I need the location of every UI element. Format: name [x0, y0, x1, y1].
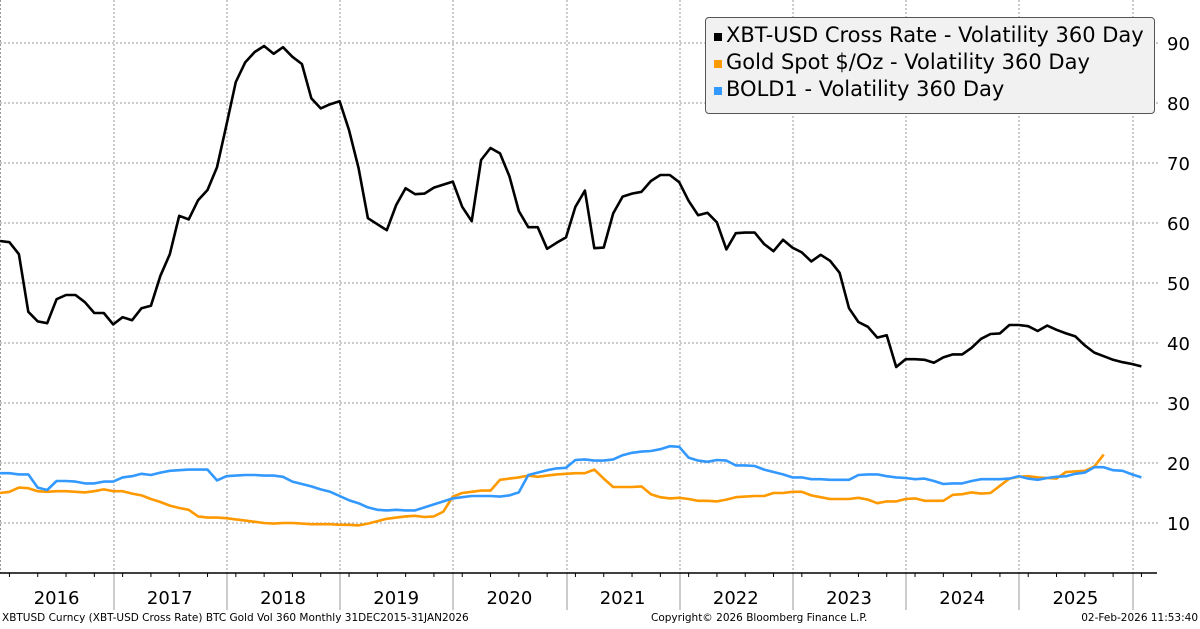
legend-item-btc: XBT-USD Cross Rate - Volatility 360 Day: [714, 22, 1154, 49]
legend: XBT-USD Cross Rate - Volatility 360 Day …: [705, 17, 1155, 114]
legend-swatch-btc: [714, 32, 722, 41]
footer-source: XBTUSD Curncy (XBT-USD Cross Rate) BTC G…: [2, 612, 469, 624]
y-tick-label: 30: [1167, 394, 1190, 415]
series: [0, 44, 1142, 527]
legend-item-gold: Gold Spot $/Oz - Volatility 360 Day: [714, 49, 1154, 76]
y-tick-label: 10: [1167, 514, 1190, 535]
legend-swatch-bold1: [714, 86, 722, 95]
y-tick-label: 70: [1167, 154, 1190, 175]
y-tick-label: 90: [1167, 34, 1190, 55]
y-tick-label: 50: [1167, 274, 1190, 295]
legend-item-bold1: BOLD1 - Volatility 360 Day: [714, 76, 1154, 103]
legend-label-bold1: BOLD1 - Volatility 360 Day: [726, 77, 1005, 101]
x-tick-label: 2016: [34, 588, 80, 609]
series-line-btc: [0, 44, 1142, 369]
series-line-bold1: [0, 444, 1142, 512]
x-tick-label: 2021: [600, 588, 646, 609]
footer-copyright: Copyright© 2026 Bloomberg Finance L.P.: [651, 612, 868, 624]
axes: 10 20 30 40 50 60 70 80 90 2016 2017 2018 2019 2020 20…: [0, 34, 1190, 610]
x-tick-label: 2025: [1052, 588, 1098, 609]
x-tick-label: 2018: [260, 588, 306, 609]
y-tick-label: 60: [1167, 214, 1190, 235]
y-tick-label: 40: [1167, 334, 1190, 355]
x-tick-label: 2019: [373, 588, 419, 609]
series-line-gold: [0, 453, 1105, 527]
x-tick-label: 2024: [939, 588, 985, 609]
y-tick-label: 80: [1167, 94, 1190, 115]
x-tick-label: 2020: [486, 588, 532, 609]
x-tick-label: 2023: [826, 588, 872, 609]
legend-label-btc: XBT-USD Cross Rate - Volatility 360 Day: [726, 23, 1144, 47]
x-tick-label: 2022: [713, 588, 759, 609]
footer-timestamp: 02-Feb-2026 11:53:40: [1081, 612, 1198, 624]
legend-label-gold: Gold Spot $/Oz - Volatility 360 Day: [726, 50, 1090, 74]
y-tick-label: 20: [1167, 454, 1190, 475]
x-tick-label: 2017: [147, 588, 193, 609]
legend-swatch-gold: [714, 59, 722, 68]
